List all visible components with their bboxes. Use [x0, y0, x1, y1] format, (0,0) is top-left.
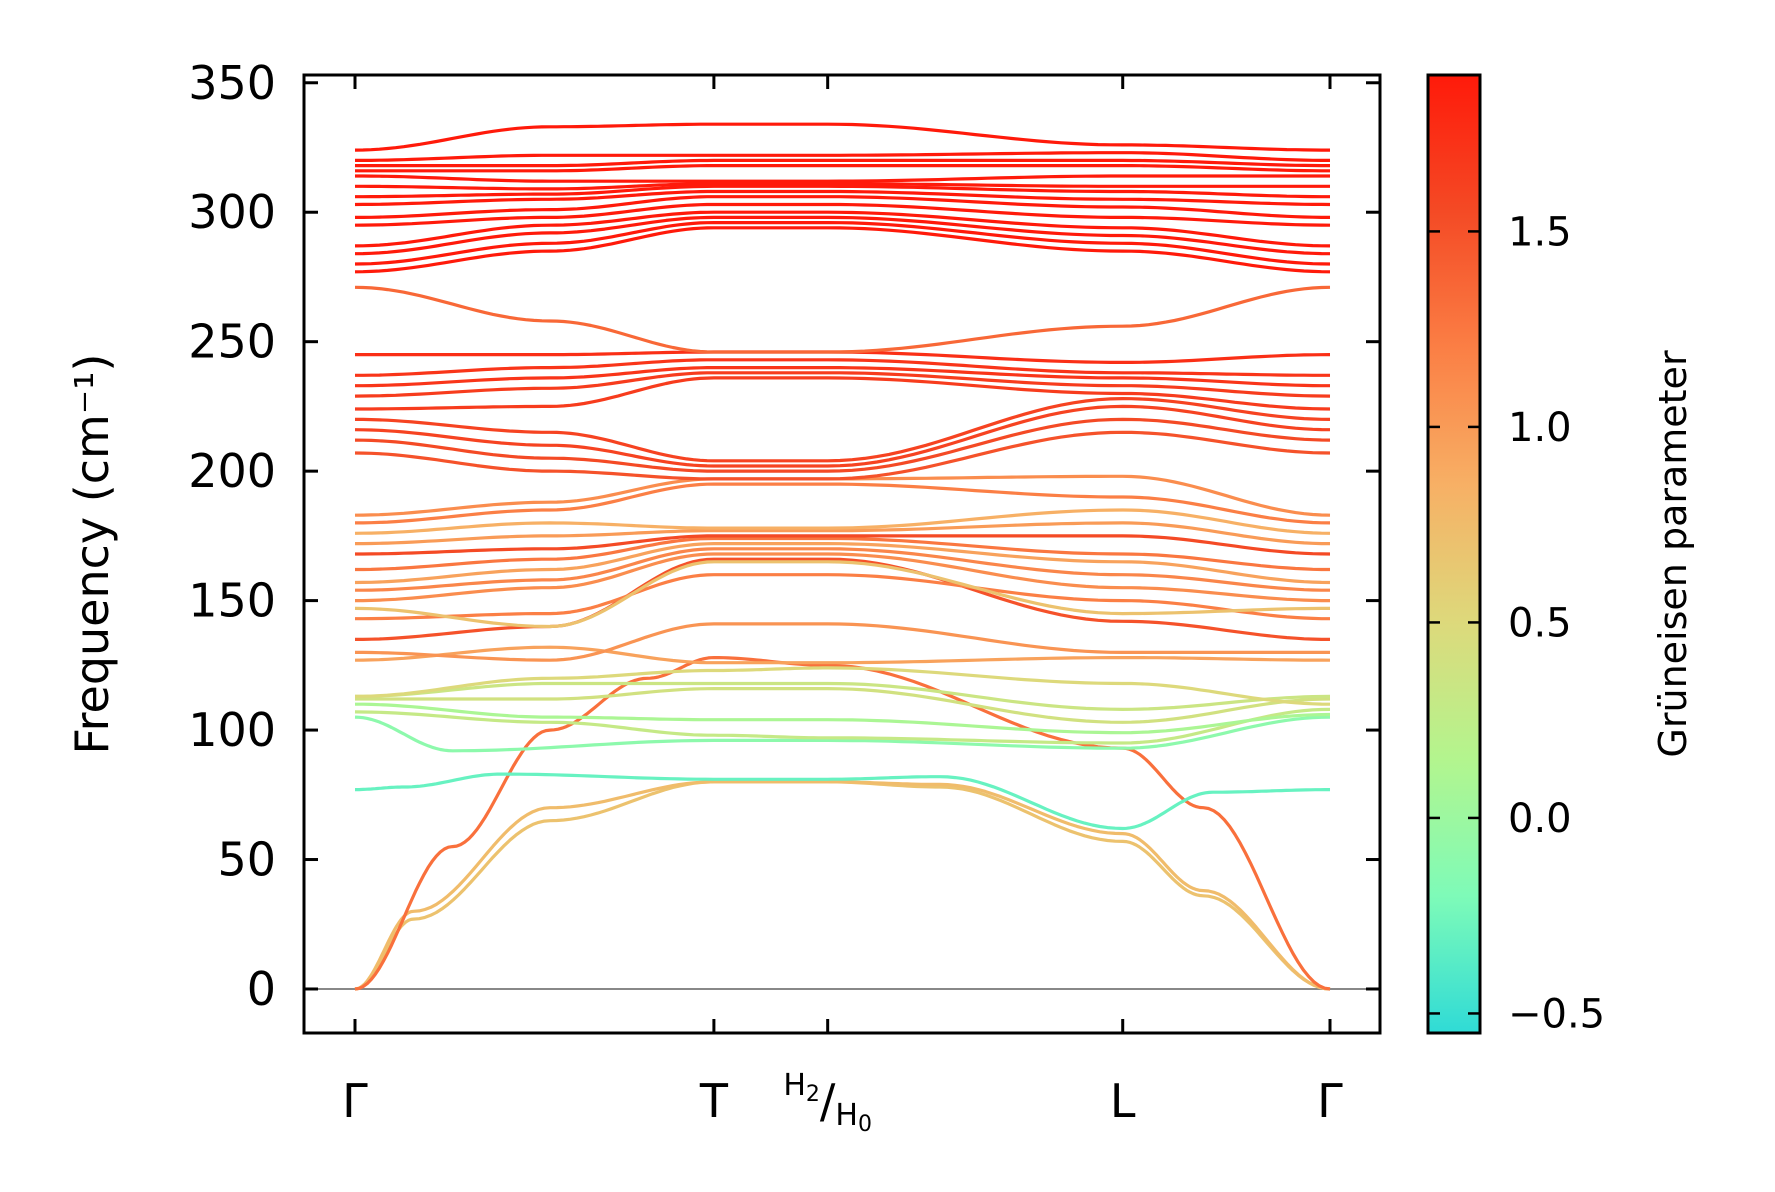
band-up-5 [355, 376, 1331, 411]
colorbar-tick-label: 1.5 [1508, 209, 1572, 255]
band-top-5 [354, 202, 1331, 227]
x-label-slash: / [820, 1074, 836, 1128]
y-axis-label: Frequency (cm⁻¹) [65, 354, 119, 755]
band-up-1 [354, 430, 1331, 481]
band-up-4 [355, 397, 1331, 463]
band-mid-1 [354, 645, 1331, 665]
x-tick-label: Γ [1317, 1074, 1343, 1128]
band-mid-3 [355, 557, 1330, 641]
band-low-optic-2 [354, 715, 1331, 753]
band-mid-13 [355, 482, 1331, 525]
band-low-optic-3 [354, 707, 1331, 745]
band-top-13 [355, 151, 1330, 162]
y-tick-label: 300 [188, 185, 276, 239]
band-mid-4 [355, 573, 1330, 621]
y-tick-label: 0 [247, 962, 276, 1016]
y-axis: 0 50 100 150 200 250 300 350 [188, 56, 1380, 1016]
x-tick-label: L [1110, 1074, 1136, 1128]
colorbar-label: Grüneisen parameter [1651, 350, 1695, 758]
band-mid-5 [354, 560, 1330, 629]
x-tick-label-fraction: H2/H0 [783, 1068, 872, 1137]
band-top-3 [354, 215, 1331, 256]
band-top-7 [354, 189, 1331, 207]
x-label-numerator-sub: 2 [806, 1082, 820, 1107]
y-tick-label: 100 [188, 703, 276, 757]
band-mid-7 [355, 547, 1330, 592]
x-tick-label: Γ [342, 1074, 368, 1128]
band-mid-9 [355, 536, 1330, 572]
x-label-denominator: H [835, 1098, 858, 1133]
band-top-8 [355, 184, 1330, 199]
x-label-numerator: H [783, 1068, 806, 1103]
colorbar-ticks: −0.5 0.0 0.5 1.0 1.5 [1428, 209, 1605, 1037]
y-tick-label: 150 [188, 574, 276, 628]
band-top-12 [355, 158, 1330, 168]
band-top-10 [355, 174, 1330, 183]
band-acoustic-TA2 [354, 780, 1331, 991]
band-acoustic-LA [354, 656, 1331, 991]
colorbar-tick-label: 0.0 [1508, 796, 1572, 842]
band-up-3 [354, 404, 1331, 468]
plot-frame [302, 73, 1382, 1035]
band-up-10 [354, 285, 1331, 354]
x-label-denominator-sub: 0 [858, 1112, 872, 1137]
phonon-bands [354, 122, 1331, 991]
band-up-2 [354, 417, 1331, 473]
band-top-1 [354, 226, 1331, 274]
band-mid-8 [354, 542, 1331, 585]
band-top-14 [354, 122, 1330, 152]
colorbar-tick-label: 0.5 [1508, 600, 1572, 646]
band-low-optic-6 [355, 681, 1331, 711]
band-top-11 [355, 164, 1330, 173]
colorbar-gradient [1426, 73, 1482, 1035]
x-axis: Γ T H2/H0 L Γ [342, 75, 1343, 1137]
svg-text:H2/H0: H2/H0 [783, 1068, 872, 1137]
band-mid-10 [355, 534, 1331, 556]
band-top-2 [354, 221, 1331, 266]
band-low-optic-7 [354, 666, 1331, 706]
band-low-optic-5 [355, 687, 1331, 724]
y-tick-label: 200 [188, 444, 276, 498]
band-low-optic-4 [355, 702, 1331, 735]
band-mid-12 [354, 508, 1331, 535]
y-tick-label: 250 [188, 315, 276, 369]
plot-area [302, 73, 1382, 1035]
x-tick-label: T [699, 1074, 729, 1128]
band-up-7 [355, 366, 1330, 388]
y-tick-label: 350 [188, 56, 276, 110]
band-top-4 [354, 210, 1331, 248]
colorbar-tick-label: 1.0 [1508, 405, 1572, 451]
colorbar: −0.5 0.0 0.5 1.0 1.5 Grüneisen parameter [1426, 73, 1695, 1037]
band-mid-11 [355, 521, 1330, 546]
band-acoustic-TA1 [354, 780, 1331, 991]
band-top-9 [355, 182, 1330, 191]
y-tick-label: 50 [217, 833, 276, 887]
band-mid-6 [355, 552, 1330, 603]
band-mid-14 [354, 474, 1331, 517]
band-mid-2 [355, 622, 1330, 662]
band-up-8 [355, 358, 1330, 377]
colorbar-tick-label: −0.5 [1508, 991, 1605, 1037]
band-low-optic-1 [355, 772, 1330, 831]
band-top-6 [355, 195, 1330, 219]
band-up-6 [354, 371, 1331, 398]
